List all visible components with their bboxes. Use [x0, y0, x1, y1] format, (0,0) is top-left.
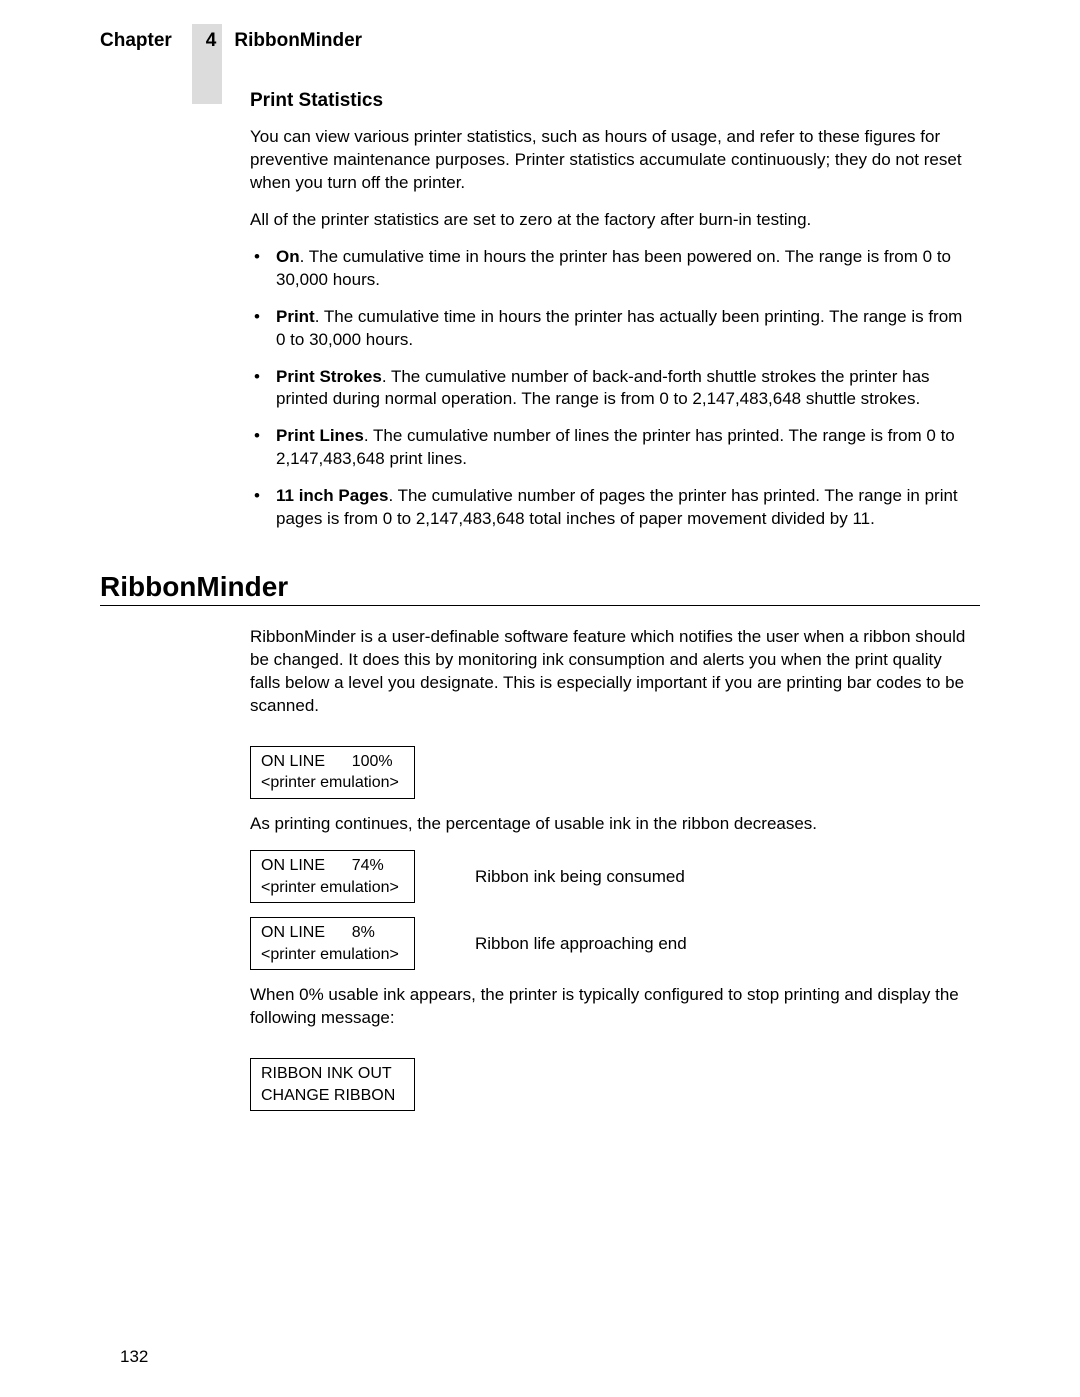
bullet-bold: 11 inch Pages: [276, 486, 388, 505]
bullet-text: . The cumulative number of lines the pri…: [276, 426, 955, 468]
display-row-3: ON LINE 8% <printer emulation> Ribbon li…: [250, 917, 970, 970]
list-item: Print. The cumulative time in hours the …: [250, 306, 970, 352]
bullet-text: . The cumulative time in hours the print…: [276, 307, 962, 349]
chapter-label: Chapter: [100, 30, 172, 52]
lcd-display-3: ON LINE 8% <printer emulation>: [250, 917, 415, 970]
page-header: Chapter 4 RibbonMinder: [100, 30, 362, 52]
display-row-2: ON LINE 74% <printer emulation> Ribbon i…: [250, 850, 970, 903]
content-block-1: Print Statistics You can view various pr…: [250, 90, 970, 531]
para-rm-1: RibbonMinder is a user-definable softwar…: [250, 626, 970, 718]
display-line: ON LINE 74%: [261, 855, 404, 877]
print-statistics-heading: Print Statistics: [250, 90, 970, 112]
display-caption-3: Ribbon life approaching end: [475, 934, 687, 954]
chapter-title: RibbonMinder: [234, 30, 362, 52]
bullet-bold: Print Lines: [276, 426, 364, 445]
bullet-text: . The cumulative time in hours the print…: [276, 247, 951, 289]
para-1: You can view various printer statistics,…: [250, 126, 970, 195]
para-rm-3: When 0% usable ink appears, the printer …: [250, 984, 970, 1030]
content-block-2: RibbonMinder is a user-definable softwar…: [250, 626, 970, 1125]
display-line: ON LINE 100%: [261, 751, 404, 773]
para-rm-2: As printing continues, the percentage of…: [250, 813, 970, 836]
display-line: CHANGE RIBBON: [261, 1085, 404, 1107]
list-item: Print Lines. The cumulative number of li…: [250, 425, 970, 471]
list-item: 11 inch Pages. The cumulative number of …: [250, 485, 970, 531]
display-line: ON LINE 8%: [261, 922, 404, 944]
bullet-bold: On: [276, 247, 300, 266]
list-item: On. The cumulative time in hours the pri…: [250, 246, 970, 292]
page-number: 132: [120, 1347, 148, 1367]
lcd-display-4: RIBBON INK OUT CHANGE RIBBON: [250, 1058, 415, 1111]
stats-bullet-list: On. The cumulative time in hours the pri…: [250, 246, 970, 531]
page-container: Chapter 4 RibbonMinder Print Statistics …: [0, 0, 1080, 1397]
display-line: <printer emulation>: [261, 944, 404, 966]
bullet-bold: Print: [276, 307, 315, 326]
display-line: <printer emulation>: [261, 877, 404, 899]
display-line: RIBBON INK OUT: [261, 1063, 404, 1085]
chapter-number: 4: [206, 30, 217, 52]
display-caption-2: Ribbon ink being consumed: [475, 867, 685, 887]
display-line: <printer emulation>: [261, 772, 404, 794]
section-divider: [100, 605, 980, 606]
para-2: All of the printer statistics are set to…: [250, 209, 970, 232]
lcd-display-2: ON LINE 74% <printer emulation>: [250, 850, 415, 903]
ribbonminder-heading: RibbonMinder: [100, 571, 980, 603]
lcd-display-1: ON LINE 100% <printer emulation>: [250, 746, 415, 799]
bullet-bold: Print Strokes: [276, 367, 382, 386]
list-item: Print Strokes. The cumulative number of …: [250, 366, 970, 412]
